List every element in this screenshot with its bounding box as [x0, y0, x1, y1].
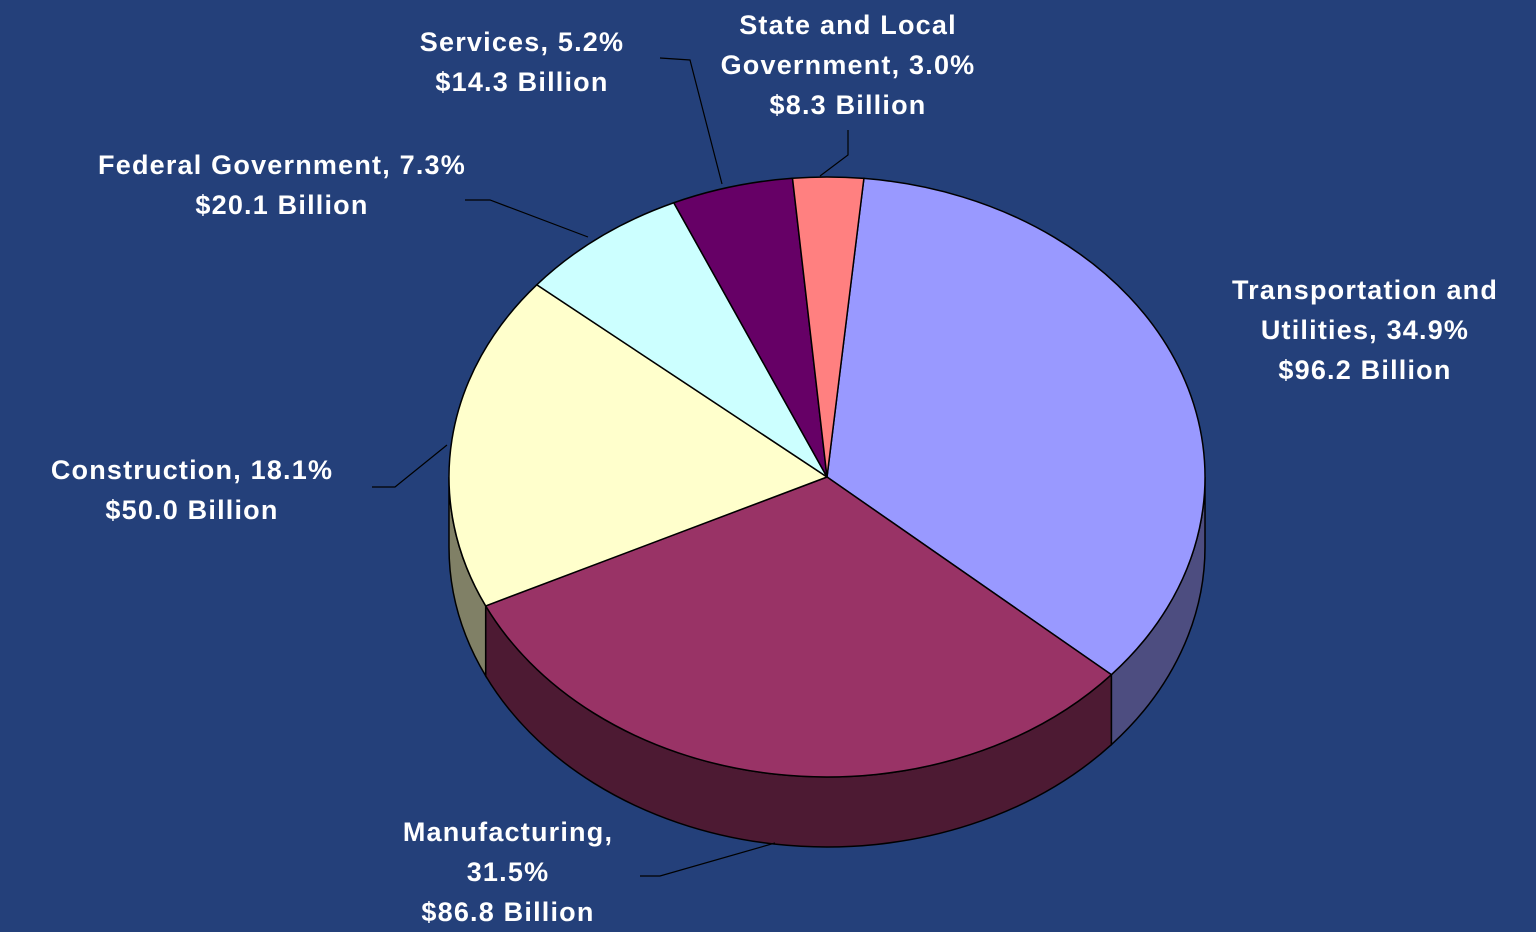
slice — [535, 201, 828, 478]
percent-label: 18.1% — [250, 455, 334, 485]
category-label: Services, — [419, 27, 550, 57]
data-label: Transportation and Utilities, 34.9% $96.2… — [1195, 270, 1535, 390]
value-label: $20.1 Billion — [195, 190, 369, 220]
data-label: Federal Government, 7.3% $20.1 Billion — [87, 145, 477, 225]
category-label: State and Local Government, — [720, 10, 957, 80]
value-label: $86.8 Billion — [421, 897, 595, 927]
leader-line — [640, 842, 776, 877]
percent-label: 3.0% — [909, 50, 976, 80]
category-label: Federal Government, — [98, 150, 391, 180]
value-label: $96.2 Billion — [1278, 355, 1452, 385]
value-label: $14.3 Billion — [435, 67, 609, 97]
percent-label: 34.9% — [1386, 315, 1470, 345]
value-label: $8.3 Billion — [769, 90, 927, 120]
data-label: Services, 5.2% $14.3 Billion — [372, 22, 672, 102]
data-label: Manufacturing, 31.5% $86.8 Billion — [358, 812, 658, 932]
pie-tops — [448, 176, 1206, 778]
category-label: Transportation and Utilities, — [1231, 275, 1499, 345]
slice — [448, 283, 829, 607]
slice — [484, 476, 1113, 778]
data-label: State and Local Government, 3.0% $8.3 Bil… — [678, 5, 1018, 125]
data-label: Construction, 18.1% $50.0 Billion — [2, 450, 382, 530]
slice — [791, 176, 865, 478]
percent-label: 5.2% — [557, 27, 625, 57]
leader-line — [659, 57, 723, 185]
slice — [826, 177, 1206, 676]
percent-label: 7.3% — [399, 150, 466, 180]
leader-line — [465, 199, 589, 238]
category-label: Manufacturing, — [402, 817, 614, 847]
leader-line — [819, 130, 849, 177]
leader-line — [372, 444, 448, 488]
percent-label: 31.5% — [466, 857, 550, 887]
value-label: $50.0 Billion — [105, 495, 279, 525]
category-label: Construction, — [50, 455, 242, 485]
